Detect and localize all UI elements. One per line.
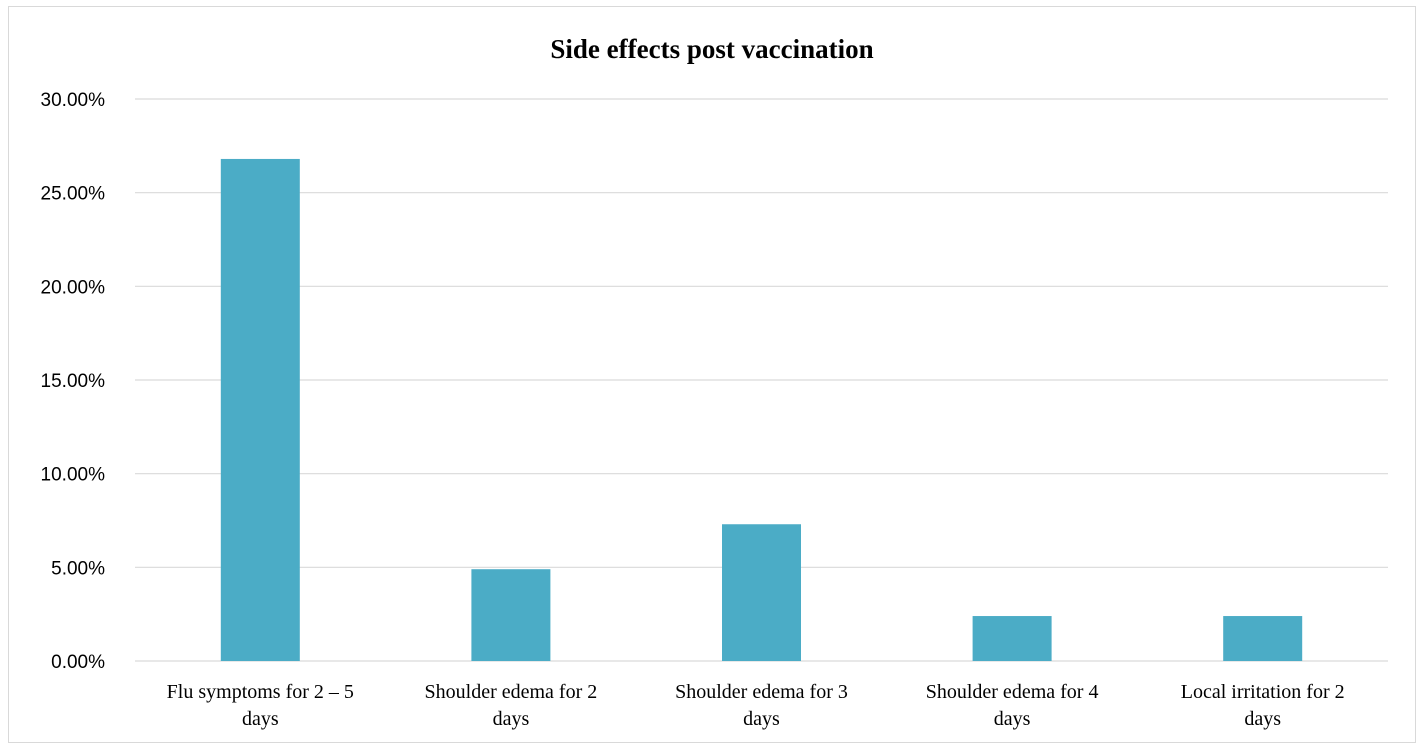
x-tick-label: Shoulder edema for 2 days	[425, 681, 598, 730]
y-tick-label: 10.00%	[41, 465, 106, 486]
x-tick-label: Flu symptoms for 2 – 5 days	[167, 681, 354, 730]
chart-title: Side effects post vaccination	[550, 34, 873, 64]
y-tick-label: 20.00%	[41, 277, 106, 298]
x-tick-label: Shoulder edema for 4 days	[926, 681, 1099, 730]
y-tick-label: 0.00%	[51, 652, 105, 673]
bar	[220, 158, 300, 662]
x-tick-label: Local irritation for 2 days	[1181, 681, 1345, 730]
y-axis-ticks: 0.00% 5.00% 10.00% 15.00% 20.00% 25.00% 30.00%	[41, 90, 106, 673]
bar	[1223, 616, 1303, 661]
y-tick-label: 5.00%	[51, 558, 105, 579]
gridlines	[135, 98, 1388, 662]
y-tick-label: 25.00%	[41, 184, 106, 205]
bars	[220, 158, 1303, 662]
x-tick-label: Shoulder edema for 3 days	[675, 681, 848, 730]
y-tick-label: 30.00%	[41, 90, 106, 111]
bar	[722, 524, 801, 661]
y-tick-label: 15.00%	[41, 371, 106, 392]
bar	[972, 616, 1052, 661]
bar	[471, 569, 551, 661]
x-axis-ticks: Flu symptoms for 2 – 5 days Shoulder edema…	[167, 681, 1345, 730]
